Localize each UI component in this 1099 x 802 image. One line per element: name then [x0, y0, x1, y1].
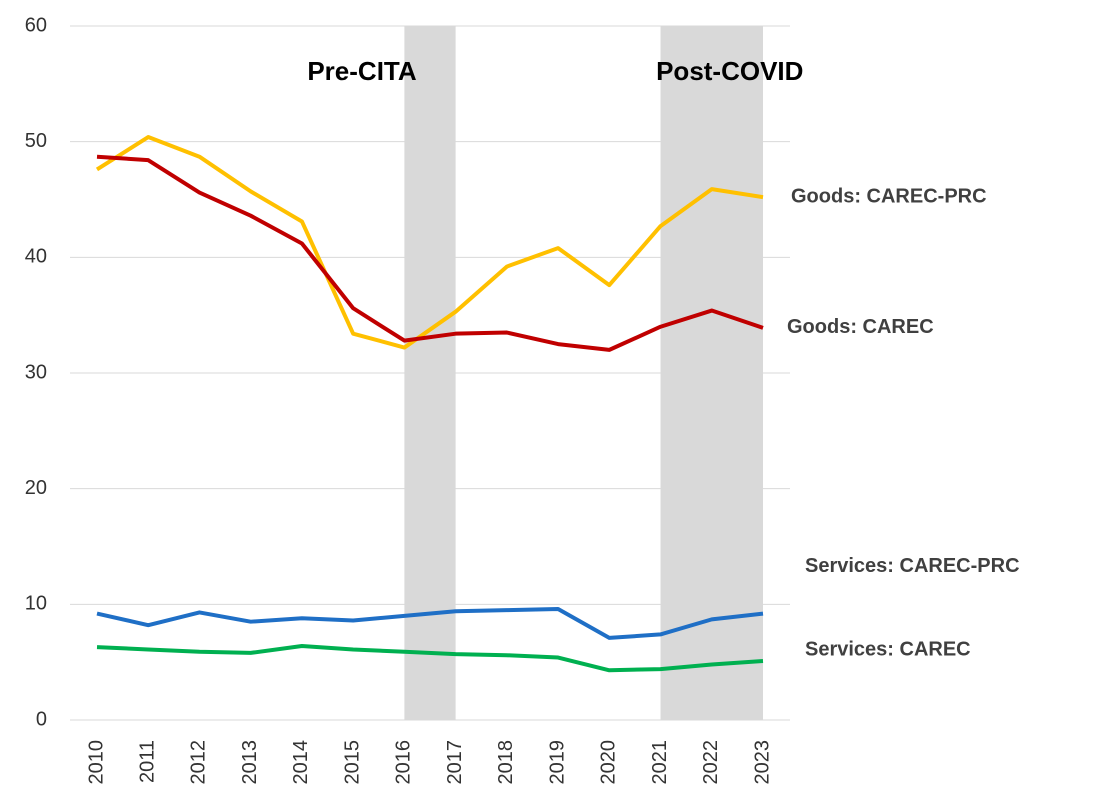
x-tick-label: 2014	[290, 740, 312, 785]
y-tick-label: 10	[25, 593, 47, 615]
x-tick-label: 2022	[700, 740, 722, 785]
x-tick-label: 2018	[495, 740, 517, 785]
x-tick-label: 2013	[239, 740, 261, 785]
x-tick-label: 2012	[188, 740, 210, 785]
x-tick-label: 2017	[444, 740, 466, 785]
series-label: Goods: CAREC-PRC	[791, 185, 987, 207]
series-label: Services: CAREC	[805, 638, 971, 660]
y-tick-label: 60	[25, 14, 47, 36]
y-tick-label: 0	[36, 708, 47, 730]
series-line	[96, 154, 764, 352]
x-tick-label: 2011	[137, 740, 159, 783]
x-tick-label: 2010	[85, 740, 107, 785]
y-tick-label: 50	[25, 130, 47, 152]
x-tick-label: 2020	[598, 740, 620, 785]
series-line	[96, 643, 764, 673]
y-tick-label: 20	[25, 477, 47, 499]
annotation: Post-COVID	[656, 56, 803, 86]
annotation: Pre-CITA	[307, 56, 417, 86]
x-tick-label: 2023	[751, 740, 773, 785]
x-tick-label: 2016	[393, 740, 415, 785]
series-line	[95, 135, 764, 350]
series-label: Services: CAREC-PRC	[805, 555, 1020, 577]
y-tick-label: 30	[25, 361, 47, 383]
x-tick-label: 2019	[546, 740, 568, 785]
series-label: Goods: CAREC	[787, 316, 934, 338]
y-tick-label: 40	[25, 246, 47, 268]
x-tick-label: 2015	[341, 740, 363, 785]
x-tick-label: 2021	[649, 740, 671, 785]
series-line	[96, 606, 764, 640]
